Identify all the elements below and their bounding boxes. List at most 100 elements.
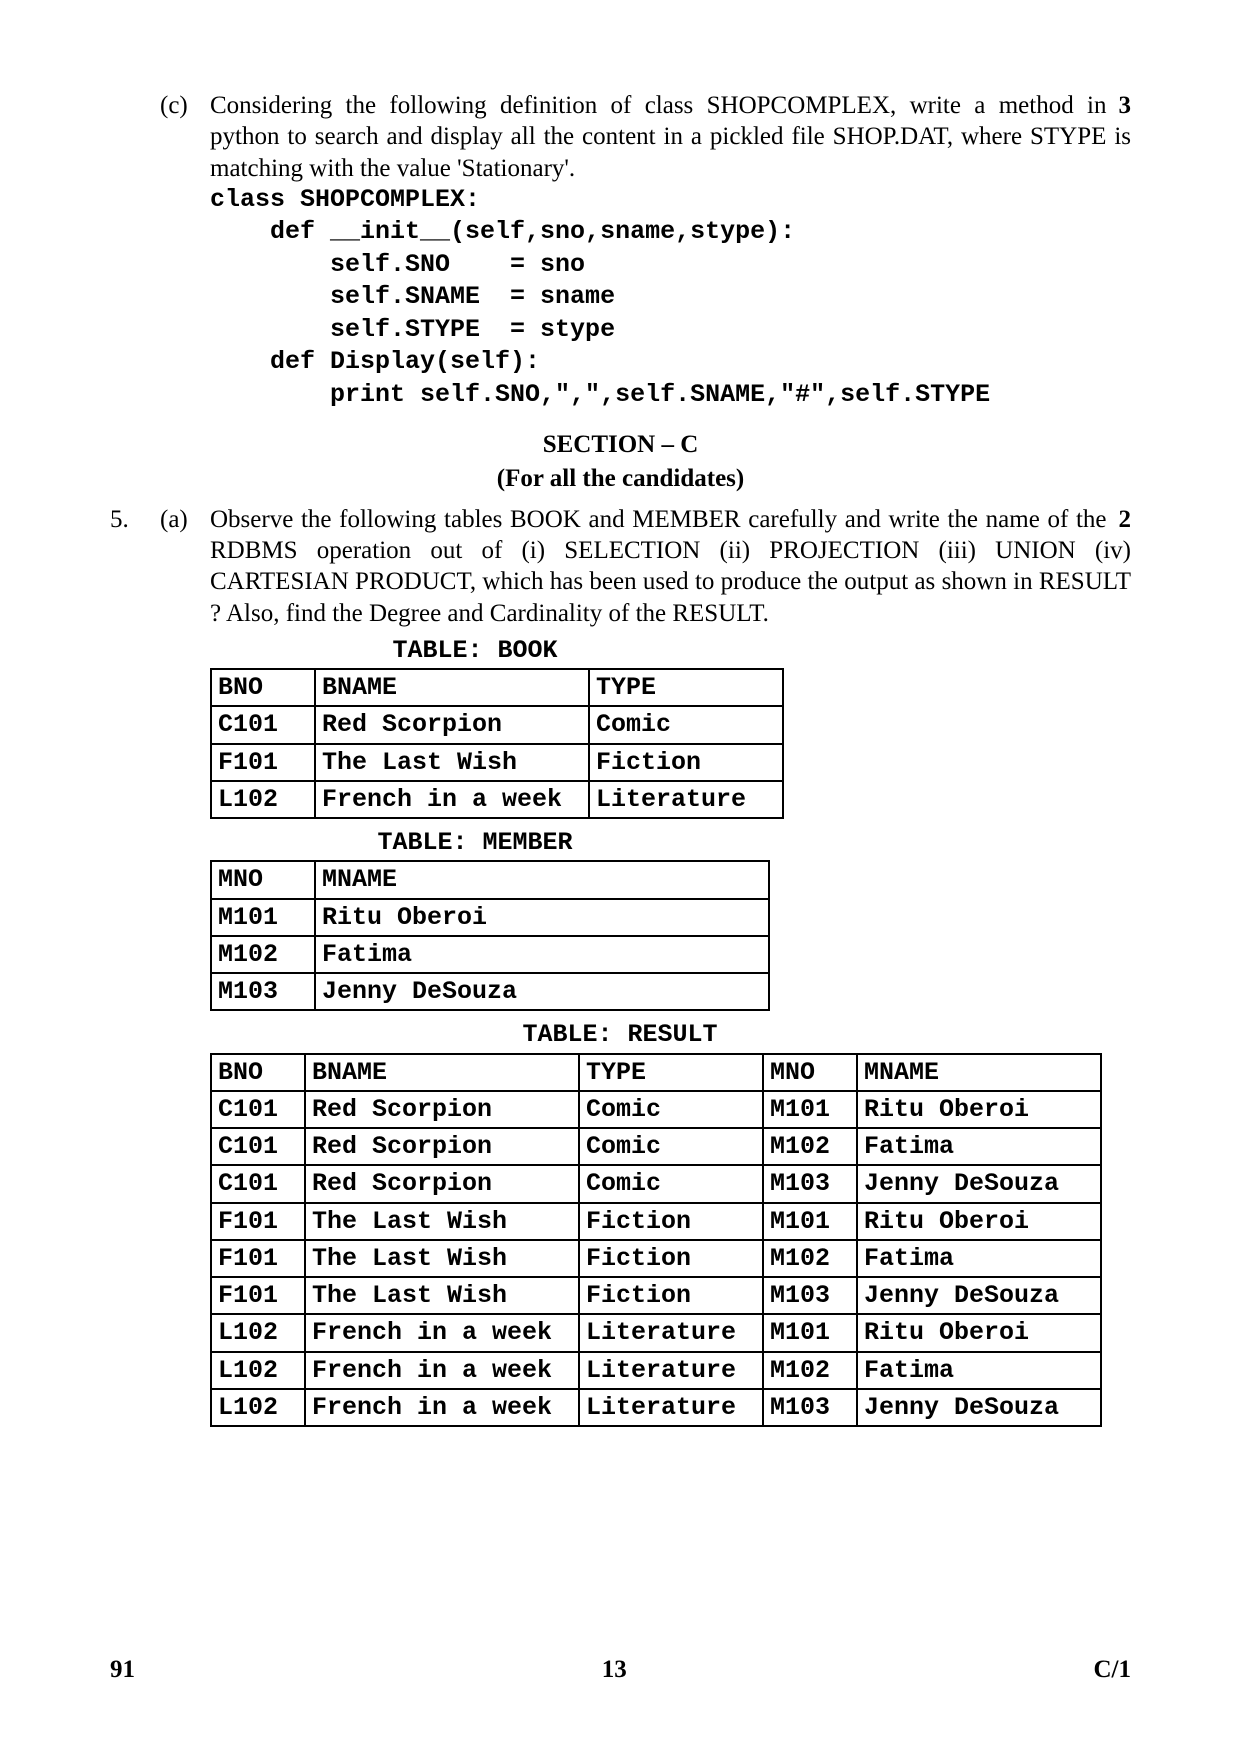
table-cell: Fiction xyxy=(589,744,783,781)
table-row: M103Jenny DeSouza xyxy=(211,973,769,1010)
table-header-cell: BNAME xyxy=(305,1054,579,1091)
result-table: BNOBNAMETYPEMNOMNAMEC101Red ScorpionComi… xyxy=(210,1053,1102,1428)
table-cell: Jenny DeSouza xyxy=(857,1277,1101,1314)
table-header-row: BNOBNAMETYPE xyxy=(211,669,783,706)
table-cell: The Last Wish xyxy=(305,1203,579,1240)
table-cell: French in a week xyxy=(315,781,589,818)
table-cell: M101 xyxy=(211,899,315,936)
table-cell: M101 xyxy=(763,1203,857,1240)
result-caption: TABLE: RESULT xyxy=(210,1019,1030,1050)
table-header-cell: TYPE xyxy=(589,669,783,706)
table-cell: Literature xyxy=(579,1389,763,1426)
table-cell: French in a week xyxy=(305,1352,579,1389)
table-cell: Fatima xyxy=(315,936,769,973)
table-cell: Ritu Oberoi xyxy=(315,899,769,936)
table-cell: Jenny DeSouza xyxy=(315,973,769,1010)
member-table: MNOMNAMEM101Ritu OberoiM102FatimaM103Jen… xyxy=(210,860,770,1011)
table-cell: Comic xyxy=(589,706,783,743)
table-cell: The Last Wish xyxy=(315,744,589,781)
section-title: SECTION – C xyxy=(110,429,1131,460)
footer-right: C/1 xyxy=(1094,1654,1132,1685)
question-5a: 5. (a) 2 Observe the following tables BO… xyxy=(110,504,1131,1435)
table-cell: Comic xyxy=(579,1165,763,1202)
table-cell: Fiction xyxy=(579,1277,763,1314)
table-cell: Ritu Oberoi xyxy=(857,1203,1101,1240)
table-cell: Jenny DeSouza xyxy=(857,1389,1101,1426)
table-cell: C101 xyxy=(211,1165,305,1202)
table-cell: French in a week xyxy=(305,1389,579,1426)
table-row: M101Ritu Oberoi xyxy=(211,899,769,936)
table-row: F101The Last WishFiction xyxy=(211,744,783,781)
marks: 2 xyxy=(1119,504,1132,535)
footer-center: 13 xyxy=(602,1654,627,1685)
table-cell: M101 xyxy=(763,1314,857,1351)
question-body: 3 Considering the following definition o… xyxy=(210,90,1131,411)
table-cell: C101 xyxy=(211,706,315,743)
table-cell: Jenny DeSouza xyxy=(857,1165,1101,1202)
table-cell: Ritu Oberoi xyxy=(857,1091,1101,1128)
question-number xyxy=(110,90,160,411)
table-cell: C101 xyxy=(211,1128,305,1165)
table-cell: Literature xyxy=(579,1352,763,1389)
table-row: F101The Last WishFictionM101Ritu Oberoi xyxy=(211,1203,1101,1240)
table-cell: L102 xyxy=(211,1314,305,1351)
page: (c) 3 Considering the following definiti… xyxy=(0,0,1241,1755)
question-body: 2 Observe the following tables BOOK and … xyxy=(210,504,1131,1435)
table-cell: F101 xyxy=(211,1240,305,1277)
table-cell: Red Scorpion xyxy=(305,1128,579,1165)
table-cell: Ritu Oberoi xyxy=(857,1314,1101,1351)
table-cell: Red Scorpion xyxy=(305,1165,579,1202)
table-cell: The Last Wish xyxy=(305,1277,579,1314)
member-caption: TABLE: MEMBER xyxy=(210,827,740,858)
table-cell: M103 xyxy=(763,1277,857,1314)
table-row: F101The Last WishFictionM103Jenny DeSouz… xyxy=(211,1277,1101,1314)
footer-left: 91 xyxy=(110,1654,135,1685)
table-row: C101Red ScorpionComicM101Ritu Oberoi xyxy=(211,1091,1101,1128)
question-part: (c) xyxy=(160,90,210,411)
table-cell: L102 xyxy=(211,1352,305,1389)
table-cell: Red Scorpion xyxy=(305,1091,579,1128)
question-4c: (c) 3 Considering the following definiti… xyxy=(110,90,1131,411)
table-header-cell: MNAME xyxy=(315,861,769,898)
table-cell: M103 xyxy=(763,1389,857,1426)
table-cell: F101 xyxy=(211,1203,305,1240)
code-block: class SHOPCOMPLEX: def __init__(self,sno… xyxy=(210,184,1131,412)
table-cell: Fatima xyxy=(857,1240,1101,1277)
table-cell: Fiction xyxy=(579,1203,763,1240)
table-row: L102French in a weekLiterature xyxy=(211,781,783,818)
table-cell: M102 xyxy=(211,936,315,973)
table-header-cell: MNO xyxy=(763,1054,857,1091)
table-cell: M101 xyxy=(763,1091,857,1128)
table-cell: Fiction xyxy=(579,1240,763,1277)
book-caption: TABLE: BOOK xyxy=(210,635,740,666)
table-cell: Comic xyxy=(579,1091,763,1128)
question-text: 2 Observe the following tables BOOK and … xyxy=(210,504,1131,629)
table-cell: M102 xyxy=(763,1352,857,1389)
table-cell: The Last Wish xyxy=(305,1240,579,1277)
table-cell: Comic xyxy=(579,1128,763,1165)
table-cell: F101 xyxy=(211,1277,305,1314)
table-cell: M103 xyxy=(211,973,315,1010)
table-header-cell: MNO xyxy=(211,861,315,898)
table-header-cell: TYPE xyxy=(579,1054,763,1091)
question-prose: Observe the following tables BOOK and ME… xyxy=(210,506,1131,627)
table-row: M102Fatima xyxy=(211,936,769,973)
table-cell: Fatima xyxy=(857,1352,1101,1389)
table-row: L102French in a weekLiteratureM102Fatima xyxy=(211,1352,1101,1389)
table-cell: French in a week xyxy=(305,1314,579,1351)
footer: 91 13 C/1 xyxy=(110,1654,1131,1685)
table-row: C101Red ScorpionComicM103Jenny DeSouza xyxy=(211,1165,1101,1202)
table-cell: F101 xyxy=(211,744,315,781)
table-cell: Fatima xyxy=(857,1128,1101,1165)
table-row: L102French in a weekLiteratureM103Jenny … xyxy=(211,1389,1101,1426)
table-header-row: BNOBNAMETYPEMNOMNAME xyxy=(211,1054,1101,1091)
section-subtitle: (For all the candidates) xyxy=(110,463,1131,494)
table-cell: L102 xyxy=(211,781,315,818)
table-row: C101Red ScorpionComic xyxy=(211,706,783,743)
table-cell: Literature xyxy=(589,781,783,818)
question-prose: Considering the following definition of … xyxy=(210,92,1131,182)
book-table: BNOBNAMETYPEC101Red ScorpionComicF101The… xyxy=(210,668,784,819)
marks: 3 xyxy=(1119,90,1132,121)
question-part: (a) xyxy=(160,504,210,1435)
table-cell: M102 xyxy=(763,1128,857,1165)
